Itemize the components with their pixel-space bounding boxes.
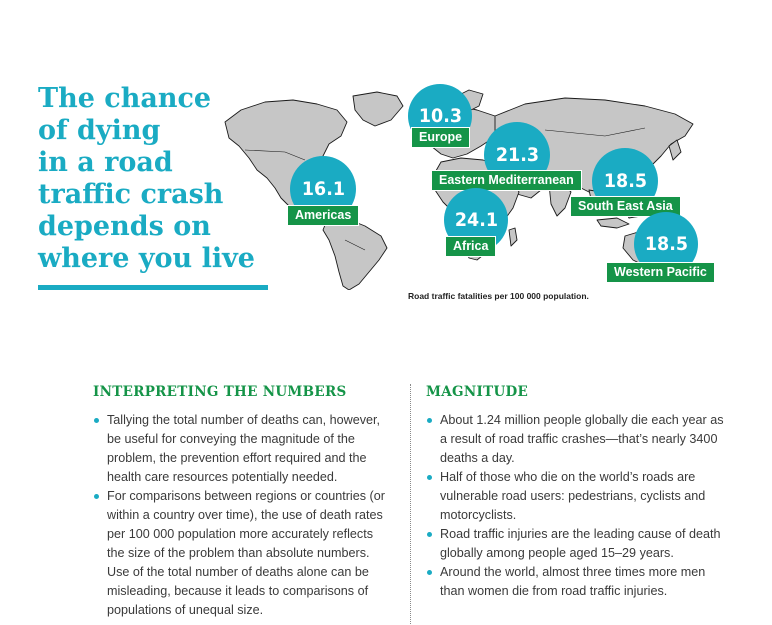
region-value-africa: 24.1 — [454, 209, 498, 231]
list-item: Road traffic injuries are the leading ca… — [426, 525, 726, 563]
magnitude-title: MAGNITUDE — [426, 384, 529, 400]
region-tag-americas: Americas — [287, 205, 360, 226]
magnitude-list: About 1.24 million people globally die e… — [426, 411, 726, 601]
region-tag-eastern-mediterranean: Eastern Mediterranean — [431, 170, 582, 191]
list-item: About 1.24 million people globally die e… — [426, 411, 726, 468]
headline-line: of dying — [38, 115, 161, 146]
region-tag-western-pacific: Western Pacific — [606, 262, 715, 283]
region-value-western-pacific: 18.5 — [644, 233, 688, 255]
region-value-eastern-mediterranean: 21.3 — [495, 144, 539, 166]
headline: The chance of dying in a road traffic cr… — [38, 83, 288, 275]
interpreting-list: Tallying the total number of deaths can,… — [93, 411, 393, 620]
headline-line: traffic crash — [38, 179, 224, 210]
region-tag-south-east-asia: South East Asia — [570, 196, 681, 217]
headline-line: in a road — [38, 147, 173, 178]
headline-underline — [38, 285, 268, 290]
land-greenland — [352, 91, 404, 127]
list-item: Around the world, almost three times mor… — [426, 563, 726, 601]
list-item: Half of those who die on the world’s roa… — [426, 468, 726, 525]
land-madagascar — [508, 227, 518, 247]
land-indonesia — [596, 217, 630, 229]
list-item: Tallying the total number of deaths can,… — [93, 411, 393, 487]
headline-line: The chance — [38, 83, 212, 114]
headline-line: depends on — [38, 211, 211, 242]
list-item: For comparisons between regions or count… — [93, 487, 393, 620]
region-tag-europe: Europe — [411, 127, 471, 148]
region-tag-africa: Africa — [445, 236, 497, 257]
map-caption: Road traffic fatalities per 100 000 popu… — [408, 291, 589, 301]
region-value-europe: 10.3 — [418, 105, 462, 127]
headline-line: where you live — [38, 243, 255, 274]
land-south-america — [322, 217, 388, 290]
region-value-south-east-asia: 18.5 — [603, 170, 647, 192]
column-divider — [410, 384, 411, 624]
interpreting-section: INTERPRETING THE NUMBERS Tallying the to… — [93, 384, 393, 620]
interpreting-title: INTERPRETING THE NUMBERS — [93, 384, 347, 400]
land-japan — [668, 139, 682, 161]
magnitude-section: MAGNITUDE About 1.24 million people glob… — [426, 384, 726, 601]
region-value-americas: 16.1 — [301, 178, 345, 200]
